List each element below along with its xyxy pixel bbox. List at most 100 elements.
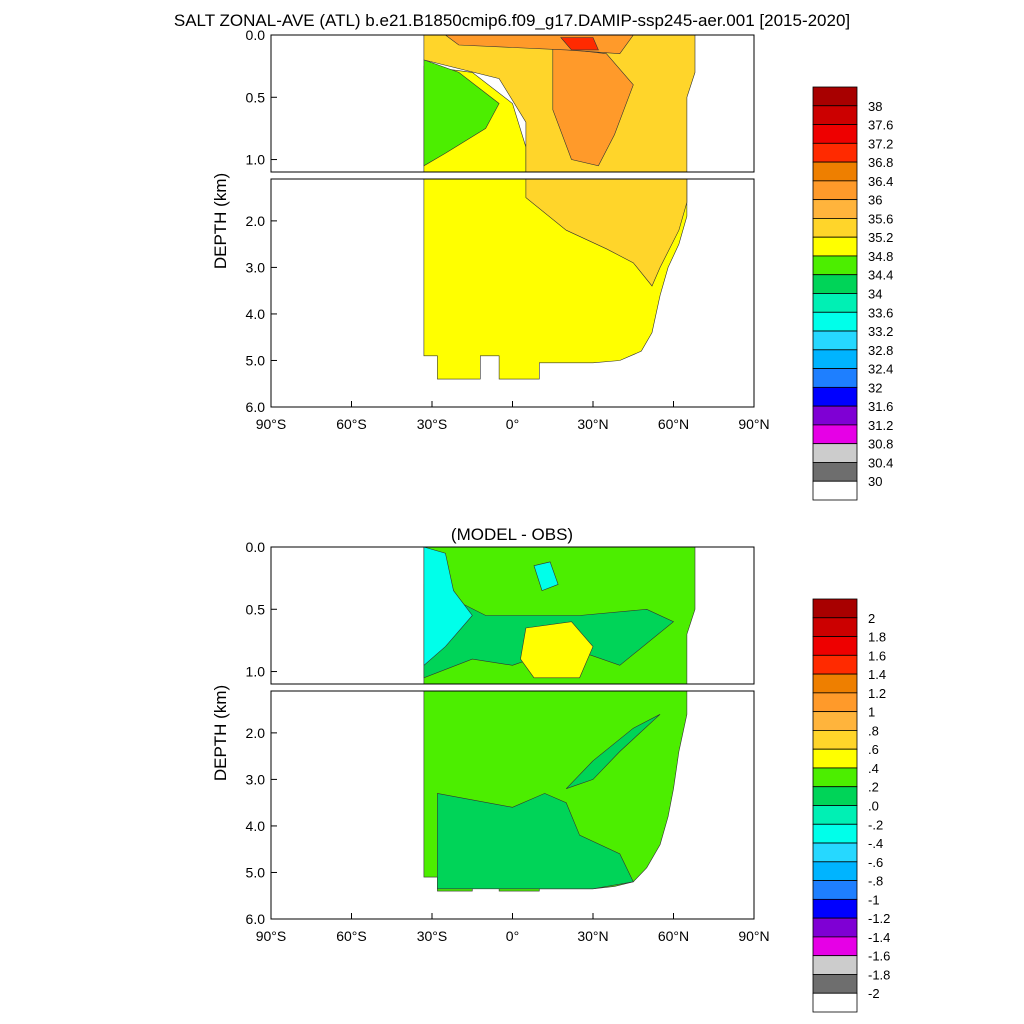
colorbar-label: 36 bbox=[868, 193, 882, 208]
y-axis-label: DEPTH (km) bbox=[211, 685, 230, 781]
y-tick-label: 6.0 bbox=[246, 911, 266, 927]
colorbar-label: 1.2 bbox=[868, 686, 886, 701]
colorbar-label: 1.4 bbox=[868, 667, 886, 682]
colorbar-box bbox=[812, 142, 858, 163]
colorbar-box bbox=[812, 692, 858, 713]
y-tick-label: 2.0 bbox=[246, 213, 266, 229]
y-tick-label: 2.0 bbox=[246, 725, 266, 741]
x-tick-label: 60°N bbox=[658, 928, 689, 944]
colorbar-box bbox=[812, 105, 858, 125]
y-tick-label: 6.0 bbox=[246, 399, 266, 415]
colorbar-box bbox=[812, 480, 858, 501]
colorbar-label: .6 bbox=[868, 742, 879, 757]
x-tick-label: 30°N bbox=[577, 928, 608, 944]
x-tick-label: 60°S bbox=[336, 928, 367, 944]
y-tick-label: 1.0 bbox=[246, 664, 266, 680]
colorbar-label: -2 bbox=[868, 986, 880, 1001]
colorbar-box bbox=[812, 880, 858, 900]
colorbar-box bbox=[812, 711, 858, 731]
contour-region-6 bbox=[533, 561, 559, 591]
colorbar-box bbox=[812, 786, 858, 806]
panel-model: 0.0 0.5 1.0 2.0 3.0 4.0 5.0 6.0 DEPTH (km) 90°S 60… bbox=[211, 27, 893, 501]
contour-region-1 bbox=[437, 793, 634, 890]
y-tick-label: 4.0 bbox=[246, 306, 266, 322]
colorbar-label: 30.8 bbox=[868, 437, 893, 452]
colorbar-label: .8 bbox=[868, 723, 879, 738]
y-tick-label: 1.0 bbox=[246, 152, 266, 168]
colorbar-label: 32.4 bbox=[868, 362, 893, 377]
colorbar-label: -1 bbox=[868, 892, 880, 907]
colorbar-label: 31.6 bbox=[868, 399, 893, 414]
y-tick-label: 5.0 bbox=[246, 352, 266, 368]
colorbar: 21.81.61.41.21.8.6.4.2.0-.2-.4-.6-.8-1-1… bbox=[812, 598, 890, 1013]
colorbar-label: 33.2 bbox=[868, 324, 893, 339]
panel-title: (MODEL - OBS) bbox=[451, 525, 573, 544]
colorbar-box bbox=[812, 917, 858, 938]
y-tick-label: 3.0 bbox=[246, 771, 266, 787]
colorbar-box bbox=[812, 236, 858, 257]
contour-region-1 bbox=[525, 178, 688, 287]
colorbar-label: 34.8 bbox=[868, 249, 893, 264]
colorbar-box bbox=[812, 730, 858, 750]
colorbar-box bbox=[812, 330, 858, 351]
colorbar-label: 36.8 bbox=[868, 155, 893, 170]
x-tick-label: 30°N bbox=[577, 416, 608, 432]
upper-plot-frame bbox=[270, 546, 755, 685]
y-tick-label: 0.0 bbox=[246, 539, 266, 555]
colorbar-box bbox=[812, 311, 858, 332]
x-tick-label: 60°N bbox=[658, 416, 689, 432]
chart-title: SALT ZONAL-AVE (ATL) b.e21.B1850cmip6.f0… bbox=[174, 11, 850, 30]
colorbar-box bbox=[812, 199, 858, 219]
colorbar-label: -1.6 bbox=[868, 949, 890, 964]
colorbar-label: 33.6 bbox=[868, 305, 893, 320]
colorbar-label: 1.6 bbox=[868, 648, 886, 663]
colorbar-box bbox=[812, 767, 858, 788]
colorbar-label: 1.8 bbox=[868, 630, 886, 645]
colorbar-label: 38 bbox=[868, 99, 882, 114]
colorbar-label: 37.6 bbox=[868, 118, 893, 133]
x-tick-label: 30°S bbox=[417, 928, 448, 944]
colorbar-label: .4 bbox=[868, 761, 879, 776]
colorbar-box bbox=[812, 368, 858, 388]
colorbar-box bbox=[812, 673, 858, 694]
contour-region-2 bbox=[565, 714, 661, 789]
x-tick-label: 90°S bbox=[256, 928, 287, 944]
colorbar-box bbox=[812, 124, 858, 144]
colorbar-box bbox=[812, 424, 858, 445]
x-tick-label: 90°N bbox=[738, 928, 769, 944]
colorbar-box bbox=[812, 617, 858, 637]
colorbar-box bbox=[812, 255, 858, 276]
colorbar-label: 35.6 bbox=[868, 211, 893, 226]
x-tick-label: 90°S bbox=[256, 416, 287, 432]
colorbar-box bbox=[812, 161, 858, 182]
contour-fill-group bbox=[423, 34, 696, 380]
colorbar-box bbox=[812, 936, 858, 957]
colorbar-box bbox=[812, 405, 858, 426]
colorbar-box bbox=[812, 748, 858, 769]
contour-region-5 bbox=[423, 546, 473, 666]
colorbar-box bbox=[812, 86, 858, 107]
colorbar-label: 30 bbox=[868, 474, 882, 489]
colorbar-box bbox=[812, 598, 858, 619]
colorbar-label: -.8 bbox=[868, 874, 883, 889]
x-tick-label: 90°N bbox=[738, 416, 769, 432]
contour-region-7 bbox=[560, 37, 599, 51]
y-axis-label: DEPTH (km) bbox=[211, 173, 230, 269]
colorbar-label: 34.4 bbox=[868, 268, 893, 283]
colorbar-box bbox=[812, 462, 858, 482]
colorbar-box bbox=[812, 842, 858, 863]
contour-fill-group bbox=[423, 546, 696, 892]
contour-region-7 bbox=[520, 621, 594, 679]
y-tick-label: 4.0 bbox=[246, 818, 266, 834]
colorbar-box bbox=[812, 386, 858, 407]
colorbar-label: .2 bbox=[868, 780, 879, 795]
colorbar-label: -.2 bbox=[868, 817, 883, 832]
colorbar-box bbox=[812, 274, 858, 294]
y-tick-label: 5.0 bbox=[246, 864, 266, 880]
upper-plot-frame bbox=[270, 34, 755, 173]
contour-region-3 bbox=[423, 59, 500, 167]
x-tick-label: 0° bbox=[506, 928, 519, 944]
x-tick-label: 60°S bbox=[336, 416, 367, 432]
x-tick-label: 0° bbox=[506, 416, 519, 432]
